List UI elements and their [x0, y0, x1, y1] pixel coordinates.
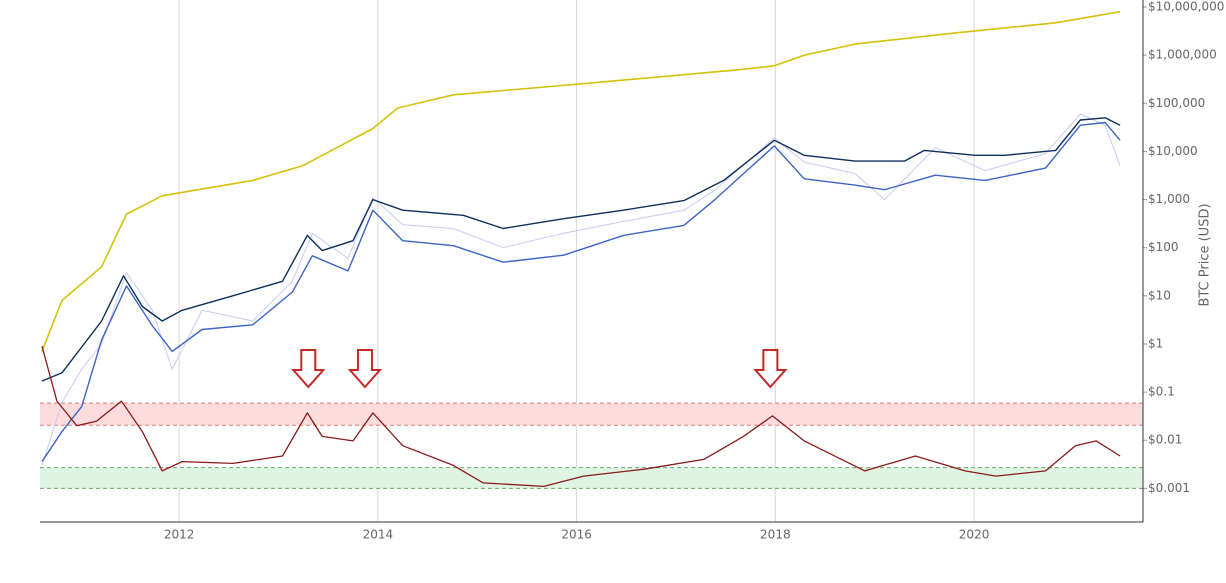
band — [40, 467, 1143, 489]
y-tick-label: $10 — [1148, 288, 1171, 302]
series-line — [41, 10, 1121, 352]
y-tick-label: $1 — [1148, 336, 1163, 350]
series-line — [41, 346, 1121, 488]
y-tick-label: $0.001 — [1148, 481, 1190, 495]
x-tick-label: 2018 — [760, 528, 791, 542]
y-tick-label: $100,000 — [1148, 96, 1205, 110]
x-tick-label: 2020 — [959, 528, 990, 542]
y-tick-label: $1,000,000 — [1148, 48, 1217, 62]
series-line — [41, 117, 1121, 382]
x-tick-label: 2012 — [164, 528, 195, 542]
band — [40, 403, 1143, 426]
y-tick-label: $1,000 — [1148, 192, 1190, 206]
arrow — [347, 349, 383, 389]
y-tick-label: $10,000 — [1148, 144, 1198, 158]
x-tick-label: 2016 — [561, 528, 592, 542]
arrow — [291, 349, 326, 389]
y-tick-label: $0.01 — [1148, 433, 1182, 447]
y-tick-label: $0.1 — [1148, 385, 1175, 399]
y-axis-title: BTC Price (USD) — [1198, 203, 1213, 306]
y-tick-label: $10,000,000 — [1148, 0, 1224, 14]
y-tick-label: $100 — [1148, 240, 1179, 254]
x-tick-label: 2014 — [363, 528, 394, 542]
series-line — [41, 121, 1121, 462]
series-line — [41, 113, 1121, 466]
arrow — [753, 349, 788, 389]
